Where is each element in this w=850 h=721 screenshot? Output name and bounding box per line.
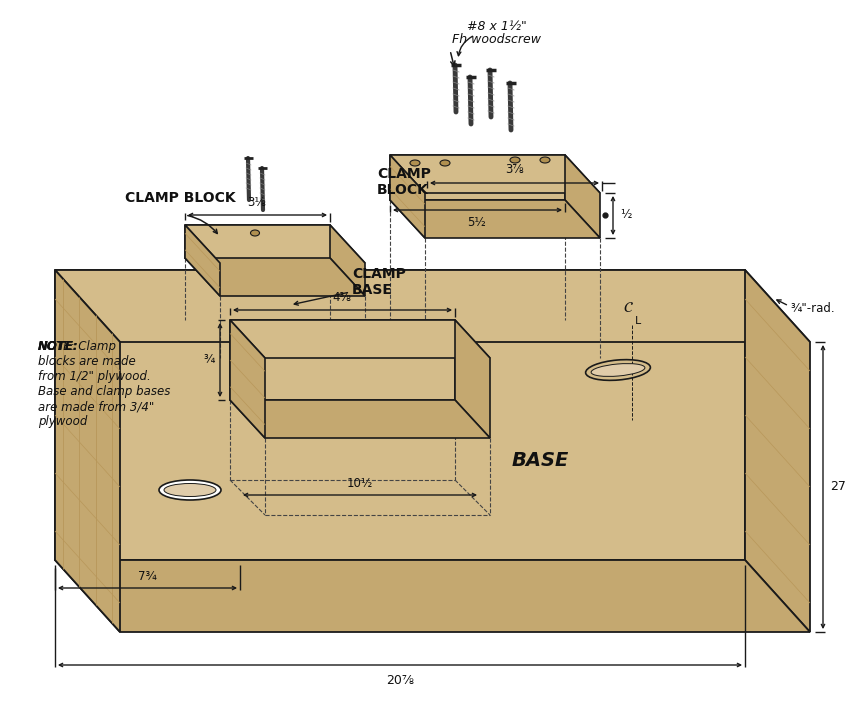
Ellipse shape	[591, 363, 645, 376]
Polygon shape	[230, 320, 455, 400]
Text: 20⅞: 20⅞	[386, 674, 414, 687]
Polygon shape	[55, 270, 120, 632]
Text: L: L	[635, 316, 641, 326]
Ellipse shape	[164, 484, 216, 497]
Polygon shape	[330, 225, 365, 296]
Text: 10½: 10½	[347, 477, 373, 490]
Polygon shape	[185, 258, 365, 296]
Polygon shape	[565, 155, 600, 238]
Text: Fh woodscrew: Fh woodscrew	[452, 33, 541, 46]
Polygon shape	[390, 155, 600, 193]
Text: CLAMP BLOCK: CLAMP BLOCK	[125, 191, 235, 205]
Polygon shape	[185, 225, 365, 263]
Text: ½: ½	[620, 208, 632, 221]
Text: 3⅞: 3⅞	[505, 163, 524, 176]
Ellipse shape	[440, 160, 450, 166]
Text: CLAMP
BASE: CLAMP BASE	[352, 267, 405, 297]
Polygon shape	[185, 225, 220, 296]
Text: NOTE:: NOTE:	[38, 340, 78, 353]
Text: 5½: 5½	[468, 216, 486, 229]
Polygon shape	[455, 320, 490, 438]
Polygon shape	[185, 225, 330, 258]
Text: NOTE:: NOTE:	[38, 340, 78, 353]
Polygon shape	[55, 560, 810, 632]
Polygon shape	[230, 320, 490, 358]
Text: 3⅛: 3⅛	[247, 196, 266, 209]
Polygon shape	[390, 200, 600, 238]
Ellipse shape	[510, 157, 520, 163]
Polygon shape	[230, 320, 265, 438]
Text: 27: 27	[830, 480, 846, 493]
Text: 4⅜: 4⅜	[332, 291, 351, 304]
Polygon shape	[230, 400, 490, 438]
Text: 7¾: 7¾	[138, 570, 156, 583]
Polygon shape	[390, 155, 565, 200]
Polygon shape	[745, 270, 810, 632]
Text: CLAMP
BLOCK: CLAMP BLOCK	[377, 167, 431, 197]
Polygon shape	[55, 270, 745, 560]
Ellipse shape	[159, 480, 221, 500]
Text: $\mathcal{C}$: $\mathcal{C}$	[622, 301, 633, 316]
Text: BASE: BASE	[512, 451, 569, 469]
Polygon shape	[55, 270, 810, 342]
Text: #8 x 1½": #8 x 1½"	[468, 20, 527, 33]
Polygon shape	[390, 155, 425, 238]
Text: ¾: ¾	[204, 353, 215, 366]
Ellipse shape	[586, 360, 650, 381]
Text: ¾"-rad.: ¾"-rad.	[790, 301, 835, 314]
Text: NOTE: Clamp
blocks are made
from 1/2" plywood.
Base and clamp bases
are made fro: NOTE: Clamp blocks are made from 1/2" pl…	[38, 340, 170, 428]
Ellipse shape	[410, 160, 420, 166]
Ellipse shape	[251, 230, 259, 236]
Ellipse shape	[540, 157, 550, 163]
